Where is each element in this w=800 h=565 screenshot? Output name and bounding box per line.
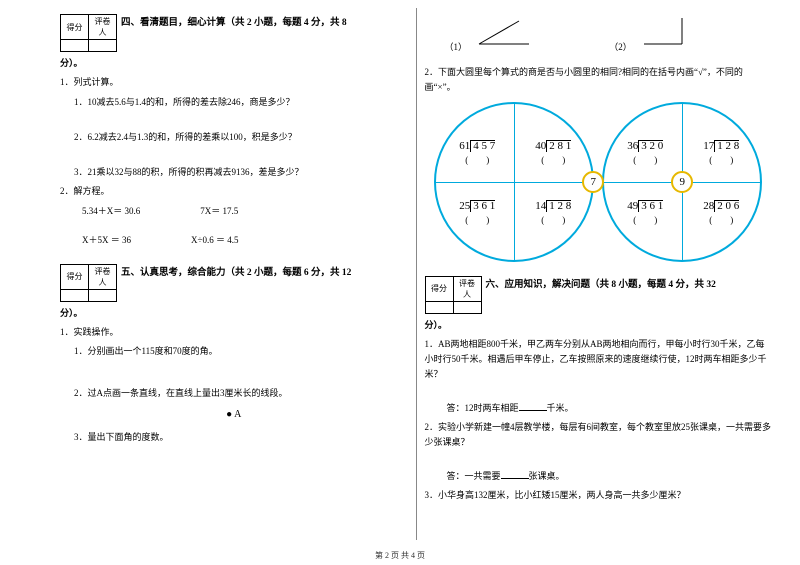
point-a: ● A — [60, 409, 408, 420]
div-a2: 402 8 1 ( ) — [518, 140, 588, 166]
s4-q1: 1．列式计算。 — [60, 75, 408, 90]
s4-q1-1: 1．10减去5.6与1.4的和，所得的差去除246，商是多少？ — [74, 95, 408, 110]
s5-q1: 1．实践操作。 — [60, 325, 408, 340]
s6-a1: 答：12时两车相距千米。 — [447, 401, 773, 416]
circles-diagram: 614 5 7 ( ) 402 8 1 ( ) 253 6 1 ( ) 141 … — [428, 102, 768, 262]
score-h1: 得分 — [61, 15, 89, 40]
score-table-4: 得分 评卷人 — [60, 14, 117, 52]
div-a3: 253 6 1 ( ) — [442, 200, 512, 226]
s5-q1-1: 1．分别画出一个115度和70度的角。 — [74, 344, 408, 359]
div-b3: 493 6 1 ( ) — [610, 200, 680, 226]
section6-title-tail: 分）。 — [425, 318, 773, 333]
eq1a: 5.34＋X＝ 30.6 — [82, 204, 140, 217]
page-footer: 第 2 页 共 4 页 — [0, 550, 800, 561]
div-a1: 614 5 7 ( ) — [442, 140, 512, 166]
angle-1: （1） — [445, 16, 540, 53]
small-circle-9: 9 — [671, 171, 693, 193]
s6-a2: 答：一共需要张课桌。 — [447, 469, 773, 484]
s4-q1-2: 2．6.2减去2.4与1.3的和，所得的差乘以100，积是多少？ — [74, 130, 408, 145]
s4-q2: 2．解方程。 — [60, 184, 408, 199]
angle-2: （2） — [609, 16, 704, 53]
angle1-icon — [469, 16, 539, 50]
eq2a: X＋5X ＝ 36 — [82, 233, 131, 246]
score-table-6: 得分 评卷人 — [425, 276, 482, 314]
div-b2: 171 2 8 ( ) — [686, 140, 756, 166]
score-h2: 评卷人 — [89, 15, 117, 40]
blank-line — [501, 469, 529, 479]
s6-q2: 2．实验小学新建一幢4层教学楼，每层有6间教室，每个教室里放25张课桌，一共需要… — [425, 420, 773, 451]
section6-title: 六、应用知识，解决问题（共 8 小题，每题 4 分，共 32 — [486, 276, 773, 293]
section5-title: 五、认真思考，综合能力（共 2 小题，每题 6 分，共 12 — [121, 264, 408, 281]
angle2-icon — [634, 16, 704, 50]
div-a4: 141 2 8 ( ) — [518, 200, 588, 226]
div-b4: 282 0 6 ( ) — [686, 200, 756, 226]
div-b1: 363 2 0 ( ) — [610, 140, 680, 166]
s5-q1-2: 2．过A点画一条直线，在直线上量出3厘米长的线段。 — [74, 386, 408, 401]
big-circle-left: 614 5 7 ( ) 402 8 1 ( ) 253 6 1 ( ) 141 … — [434, 102, 594, 262]
section4-title: 四、看清题目，细心计算（共 2 小题，每题 4 分，共 8 — [121, 14, 408, 31]
eq1b: 7X＝ 17.5 — [200, 204, 238, 217]
small-circle-7: 7 — [582, 171, 604, 193]
score-table-5: 得分 评卷人 — [60, 264, 117, 302]
blank-line — [519, 401, 547, 411]
section4-title-tail: 分）。 — [60, 56, 408, 71]
s5-q1-3: 3．量出下面角的度数。 — [74, 430, 408, 445]
s4-q1-3: 3．21乘以32与88的积，所得的积再减去9136，差是多少？ — [74, 165, 408, 180]
s6-q1: 1．AB两地相距800千米，甲乙两车分别从AB两地相向而行，甲每小时行30千米，… — [425, 337, 773, 383]
circle-question: 2．下面大圆里每个算式的商是否与小圆里的相同?相同的在括号内画“√”，不同的画“… — [425, 65, 773, 96]
section5-title-tail: 分）。 — [60, 306, 408, 321]
s6-q3: 3．小华身高132厘米，比小红矮15厘米，两人身高一共多少厘米？ — [425, 488, 773, 503]
eq2b: X÷0.6 ＝ 4.5 — [191, 233, 238, 246]
